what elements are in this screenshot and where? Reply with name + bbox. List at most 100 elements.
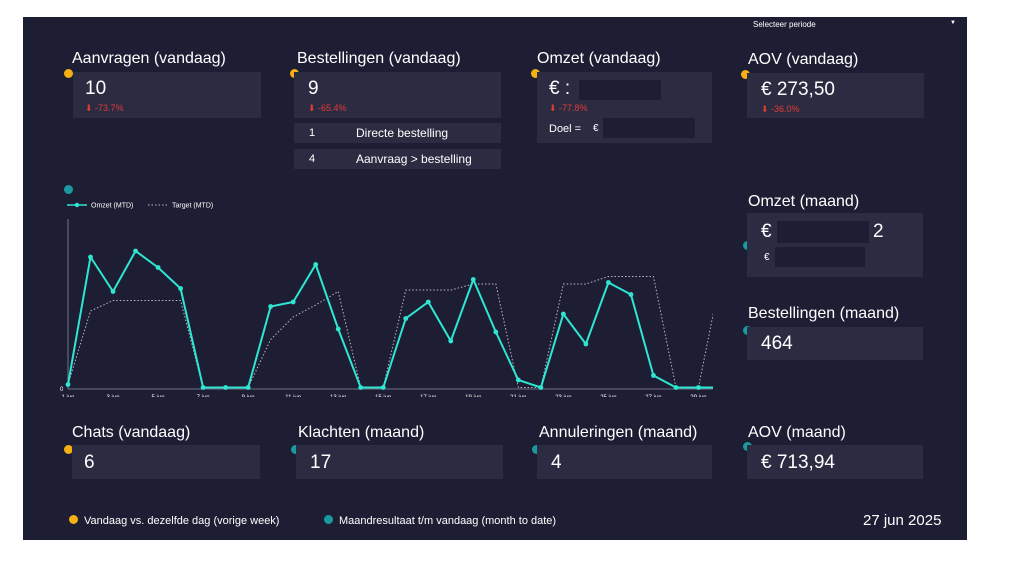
- omzet-data-point: [583, 341, 589, 347]
- aanvragen-vandaag-title: Aanvragen (vandaag): [72, 50, 226, 67]
- omzet-data-point: [493, 329, 499, 335]
- annuleringen-maand-value: 4: [551, 452, 562, 473]
- omzet-data-point: [223, 385, 229, 390]
- omzet-data-point: [380, 385, 386, 390]
- aanvragen-vandaag-delta: ⬇ -73.7%: [85, 103, 124, 113]
- x-tick-label: 19 jun: [465, 395, 481, 397]
- month-legend-text: Maandresultaat t/m vandaag (month to dat…: [339, 515, 557, 527]
- aov-vandaag-delta: ⬇ -36.0%: [761, 104, 800, 114]
- redacted-value: [777, 221, 869, 243]
- today-legend-text: Vandaag vs. dezelfde dag (vorige week): [84, 515, 280, 527]
- omzet-data-point: [515, 377, 521, 383]
- x-tick-label: 11 jun: [285, 395, 301, 397]
- x-tick-label: 21 jun: [510, 395, 526, 397]
- omzet-series-line: [67, 249, 713, 389]
- omzet-data-point: [358, 385, 364, 390]
- omzet-maand-card: € 2 €: [747, 213, 923, 277]
- x-tick-label: 13 jun: [330, 395, 346, 397]
- omzet-data-point: [245, 385, 251, 390]
- omzet-data-point: [606, 280, 611, 285]
- x-tick-label: 25 jun: [600, 395, 616, 397]
- omzet-data-point: [335, 326, 341, 332]
- x-tick-label: 23 jun: [555, 395, 571, 397]
- breakdown-count: 4: [309, 153, 316, 165]
- bestellingen-vandaag-delta: ⬇ -65.4%: [308, 103, 347, 113]
- omzet-legend-label: Omzet (MTD): [91, 203, 133, 210]
- omzet-vandaag-card: € : ⬇ -77.8% Doel = €: [537, 72, 712, 143]
- target-legend-label: Target (MTD): [172, 203, 213, 210]
- month-indicator-dot: [64, 185, 73, 194]
- bestellingen-vandaag-value: 9: [308, 78, 319, 99]
- breakdown-label: Aanvraag > bestelling: [356, 152, 472, 166]
- bestellingen-maand-title: Bestellingen (maand): [748, 305, 900, 322]
- omzet-data-point: [673, 385, 679, 390]
- x-tick-label: 5 jun: [152, 395, 165, 397]
- chats-vandaag-title: Chats (vandaag): [72, 424, 191, 441]
- bestellingen-maand-card: 464: [747, 327, 923, 360]
- period-selector[interactable]: Selecteer periode ▼: [745, 17, 967, 33]
- omzet-data-point: [290, 299, 296, 305]
- omzet-vandaag-title: Omzet (vandaag): [537, 50, 661, 67]
- omzet-data-point: [696, 385, 701, 390]
- breakdown-label: Directe bestelling: [356, 126, 449, 140]
- omzet-vandaag-value: € :: [549, 78, 571, 99]
- omzet-data-point: [88, 254, 93, 260]
- omzet-data-point: [313, 262, 319, 267]
- chats-vandaag-value: 6: [84, 452, 95, 473]
- omzet-data-point: [560, 311, 566, 317]
- omzet-data-point: [448, 338, 454, 344]
- goal-value: €: [593, 123, 599, 134]
- x-tick-label: 9 jun: [242, 395, 255, 397]
- bestellingen-vandaag-card: 9 ⬇ -65.4%: [294, 72, 501, 118]
- caret-down-icon: ▼: [950, 20, 956, 26]
- today-legend-dot: [69, 515, 78, 524]
- omzet-data-point: [200, 385, 206, 390]
- breakdown-count: 1: [309, 127, 316, 139]
- redacted-value: [579, 80, 661, 100]
- period-selector-label: Selecteer periode: [753, 20, 816, 29]
- x-tick-label: 29 jun: [690, 395, 706, 397]
- x-tick-label: 15 jun: [375, 395, 391, 397]
- omzet-data-point: [65, 382, 71, 387]
- aov-maand-title: AOV (maand): [748, 424, 846, 441]
- omzet-data-point: [538, 385, 544, 390]
- today-indicator-dot: [64, 445, 73, 454]
- x-tick-label: 1 jun: [61, 395, 74, 397]
- today-indicator-dot: [64, 69, 73, 78]
- klachten-maand-card: 17: [296, 445, 503, 479]
- chats-vandaag-card: 6: [72, 445, 260, 479]
- omzet-vandaag-delta: ⬇ -77.8%: [549, 103, 588, 113]
- goal-label: Doel =: [549, 123, 582, 135]
- omzet-maand-value-start: €: [761, 221, 772, 242]
- omzet-data-point: [628, 292, 634, 297]
- redacted-sub-value: [775, 247, 865, 267]
- omzet-data-point: [178, 286, 183, 291]
- omzet-legend-marker: [74, 202, 80, 208]
- omzet-maand-value-end: 2: [873, 221, 884, 242]
- month-legend-dot: [324, 515, 333, 524]
- x-tick-label: 27 jun: [645, 395, 661, 397]
- omzet-data-point: [110, 289, 116, 294]
- target-series-line: [67, 276, 713, 388]
- omzet-data-point: [133, 248, 138, 254]
- month-indicator-dot: [532, 445, 541, 454]
- breakdown-row: 1 Directe bestelling: [294, 123, 501, 143]
- today-indicator-dot: [531, 69, 540, 78]
- aov-vandaag-card: € 273,50 ⬇ -36.0%: [747, 73, 924, 118]
- breakdown-row: 4 Aanvraag > bestelling: [294, 149, 501, 169]
- report-date: 27 jun 2025: [863, 512, 942, 529]
- omzet-data-point: [425, 299, 431, 305]
- annuleringen-maand-card: 4: [537, 445, 712, 479]
- bestellingen-vandaag-title: Bestellingen (vandaag): [297, 50, 461, 67]
- today-indicator-dot: [741, 70, 750, 79]
- dashboard: Selecteer periode ▼ Aanvragen (vandaag) …: [23, 17, 967, 540]
- aov-maand-card: € 713,94: [747, 445, 923, 479]
- omzet-maand-title: Omzet (maand): [748, 193, 860, 210]
- klachten-maand-value: 17: [310, 452, 332, 473]
- month-indicator-dot: [291, 445, 300, 454]
- aanvragen-vandaag-card: 10 ⬇ -73.7%: [73, 72, 261, 118]
- bestellingen-maand-value: 464: [761, 333, 793, 354]
- aov-vandaag-title: AOV (vandaag): [748, 51, 859, 68]
- aov-vandaag-value: € 273,50: [761, 79, 835, 100]
- omzet-data-point: [470, 277, 476, 282]
